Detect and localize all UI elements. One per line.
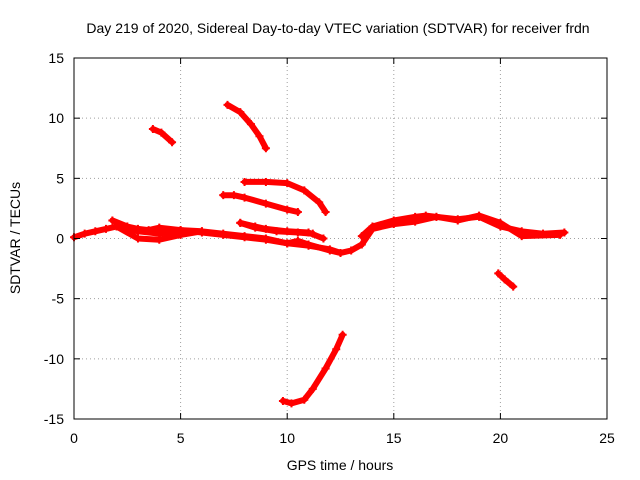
- data-point: [261, 234, 270, 243]
- x-tick-label: 5: [177, 430, 185, 446]
- x-tick-label: 10: [279, 430, 295, 446]
- data-point: [91, 227, 100, 236]
- y-tick-label: -15: [44, 411, 64, 427]
- data-point: [308, 229, 317, 238]
- data-point: [319, 234, 328, 243]
- data-point: [101, 224, 110, 233]
- y-tick-label: 5: [56, 170, 64, 186]
- data-point: [240, 177, 249, 186]
- data-point: [432, 212, 441, 221]
- data-point: [368, 222, 377, 231]
- data-point: [246, 120, 255, 129]
- data-point: [278, 396, 287, 405]
- x-tick-label: 15: [386, 430, 402, 446]
- data-point: [556, 230, 565, 239]
- chart-title: Day 219 of 2020, Sidereal Day-to-day VTE…: [86, 20, 589, 36]
- data-point: [357, 232, 366, 241]
- data-point: [155, 223, 164, 232]
- data-point: [255, 132, 264, 141]
- data-point: [251, 223, 260, 232]
- data-point: [236, 218, 245, 227]
- data-point: [293, 228, 302, 237]
- y-tick-label: 10: [48, 110, 64, 126]
- data-point: [300, 186, 309, 195]
- data-point: [283, 179, 292, 188]
- data-point: [325, 245, 334, 254]
- data-point: [155, 235, 164, 244]
- data-point: [197, 227, 206, 236]
- data-point: [176, 230, 185, 239]
- data-point: [453, 216, 462, 225]
- data-point: [300, 395, 309, 404]
- data-point: [411, 212, 420, 221]
- x-tick-label: 0: [70, 430, 78, 446]
- data-point: [509, 282, 518, 291]
- x-tick-label: 25: [599, 430, 615, 446]
- y-tick-label: 0: [56, 231, 64, 247]
- data-point: [108, 216, 117, 225]
- data-point: [240, 232, 249, 241]
- data-point: [308, 384, 317, 393]
- data-point: [283, 205, 292, 214]
- data-point: [133, 224, 142, 233]
- data-point: [229, 191, 238, 200]
- data-point: [219, 229, 228, 238]
- data-point: [500, 275, 509, 284]
- data-point: [321, 364, 330, 373]
- data-point: [347, 246, 356, 255]
- x-tick-label: 20: [493, 430, 509, 446]
- y-tick-label: -5: [52, 291, 65, 307]
- data-point: [475, 211, 484, 220]
- data-point: [421, 211, 430, 220]
- data-point: [283, 239, 292, 248]
- data-point: [261, 177, 270, 186]
- data-point: [80, 229, 89, 238]
- data-point: [261, 199, 270, 208]
- data-point: [219, 191, 228, 200]
- data-point: [112, 222, 121, 231]
- data-point: [287, 399, 296, 408]
- data-point: [315, 198, 324, 207]
- data-point: [240, 193, 249, 202]
- data-point: [133, 234, 142, 243]
- x-axis-label: GPS time / hours: [287, 457, 394, 473]
- data-point: [223, 100, 232, 109]
- data-point: [321, 208, 330, 217]
- data-point: [517, 232, 526, 241]
- data-point: [389, 216, 398, 225]
- y-axis-label: SDTVAR / TECUs: [7, 182, 23, 294]
- data-point: [357, 240, 366, 249]
- data-point: [293, 208, 302, 217]
- series-group: [70, 100, 569, 408]
- ticks: 0 5 10 15 20 25 -15 -10 -5 0 5 10 15: [44, 50, 615, 446]
- data-point: [496, 218, 505, 227]
- data-point: [236, 108, 245, 117]
- y-tick-label: 15: [48, 50, 64, 66]
- data-point: [168, 138, 177, 147]
- data-point: [148, 124, 157, 133]
- data-point: [304, 241, 313, 250]
- data-point: [336, 248, 345, 257]
- y-tick-label: -10: [44, 351, 64, 367]
- data-point: [144, 226, 153, 235]
- data-point: [494, 269, 503, 278]
- data-point: [261, 144, 270, 153]
- data-point: [332, 345, 341, 354]
- data-point: [272, 227, 281, 236]
- data-point: [157, 128, 166, 137]
- data-point: [338, 330, 347, 339]
